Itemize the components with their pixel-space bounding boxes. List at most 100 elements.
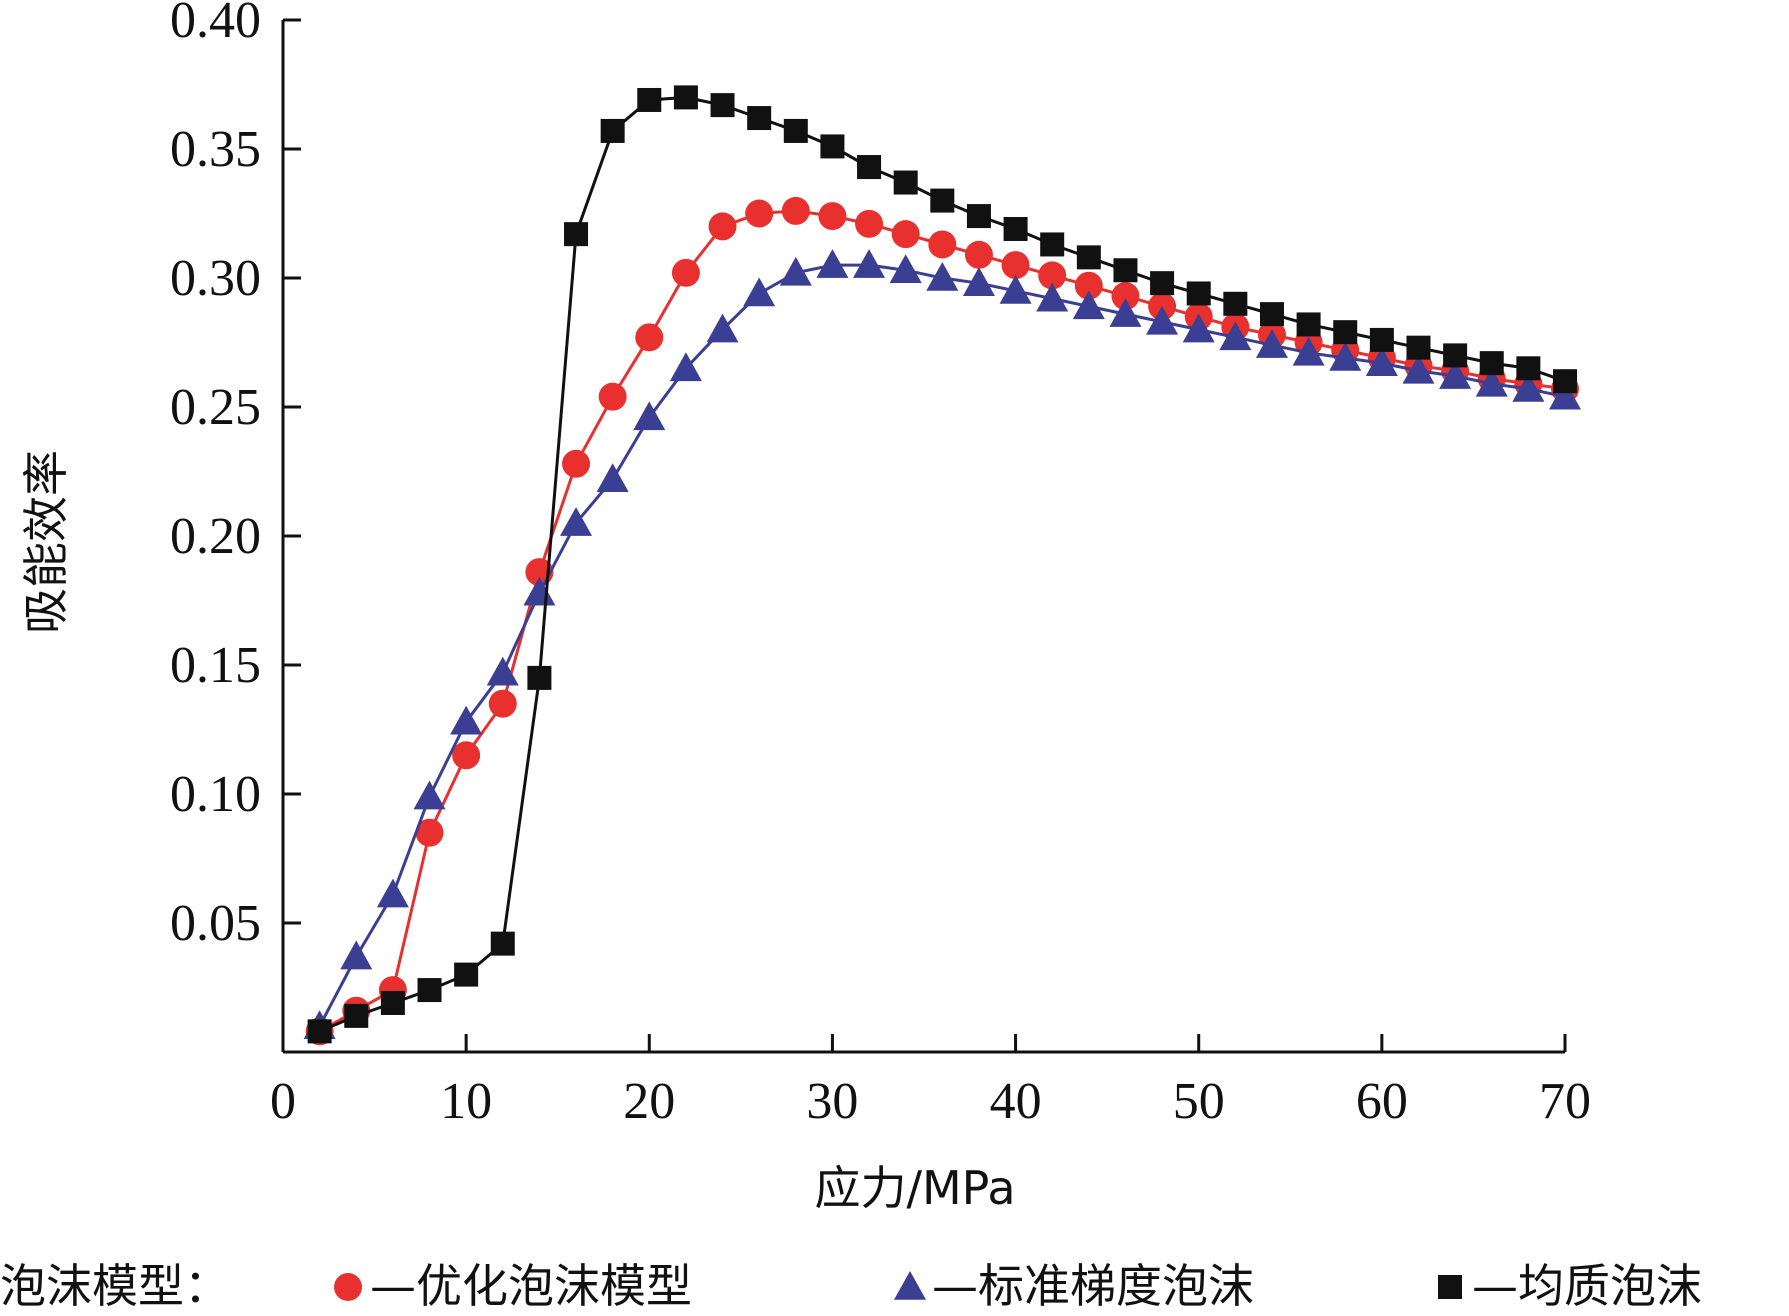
data-point	[488, 689, 517, 718]
data-point	[1369, 327, 1394, 352]
data-point	[1223, 291, 1248, 316]
legend: 泡沫模型： —优化泡沫模型 —标准梯度泡沫 —均质泡沫	[0, 1259, 1702, 1313]
data-point	[1516, 356, 1541, 381]
data-point	[745, 199, 774, 228]
y-tick-label: 0.35	[170, 121, 261, 178]
data-point	[962, 267, 995, 296]
data-point	[1296, 312, 1321, 337]
data-point	[783, 118, 808, 143]
data-point	[596, 463, 629, 493]
x-tick-label: 10	[440, 1073, 492, 1130]
series-layer	[303, 85, 1581, 1046]
data-point	[413, 780, 446, 810]
legend-marker-circle	[334, 1273, 362, 1301]
data-point	[562, 449, 591, 478]
series-triangle	[303, 249, 1581, 1039]
data-point	[669, 352, 702, 382]
legend-title: 泡沫模型：	[0, 1259, 230, 1313]
data-point	[600, 118, 625, 143]
data-point	[523, 576, 556, 606]
x-tick-label: 60	[1356, 1073, 1408, 1130]
legend-item: —优化泡沫模型	[334, 1259, 692, 1313]
data-point	[1076, 245, 1101, 270]
data-point	[635, 323, 664, 352]
data-point	[1479, 351, 1504, 376]
data-point	[928, 230, 957, 259]
data-point	[1219, 321, 1252, 351]
x-tick-label: 40	[990, 1073, 1042, 1130]
data-point	[964, 240, 993, 269]
y-tick-label: 0.05	[170, 895, 261, 952]
data-point	[1186, 281, 1211, 306]
data-point	[818, 202, 847, 231]
data-point	[490, 931, 515, 956]
data-point	[340, 940, 373, 970]
data-point	[564, 222, 589, 247]
data-point	[415, 818, 444, 847]
data-point	[1443, 343, 1468, 368]
y-tick-label: 0.30	[170, 250, 261, 307]
y-tick-label: 0.25	[170, 379, 261, 436]
data-point	[1553, 369, 1577, 394]
data-point	[855, 209, 884, 238]
data-point	[1292, 336, 1325, 366]
data-point	[1113, 258, 1138, 283]
data-point	[1074, 271, 1103, 300]
legend-label: —均质泡沫	[1472, 1259, 1702, 1313]
series-square	[307, 85, 1577, 1044]
data-point	[1150, 271, 1175, 296]
data-point	[853, 249, 886, 278]
legend-item: —标准梯度泡沫	[894, 1259, 1254, 1313]
data-point	[1402, 354, 1435, 384]
data-point	[380, 990, 405, 1015]
y-tick-label: 0.15	[170, 637, 261, 694]
data-point	[706, 313, 739, 343]
data-point	[710, 93, 735, 118]
x-tick-label: 50	[1173, 1073, 1225, 1130]
x-tick-label: 20	[623, 1073, 675, 1130]
data-point	[452, 741, 481, 770]
data-point	[1146, 305, 1179, 335]
data-point	[1182, 313, 1215, 343]
data-point	[1475, 367, 1508, 397]
data-point	[637, 87, 662, 112]
data-point	[1003, 216, 1028, 241]
data-point	[344, 1003, 369, 1028]
data-point	[376, 878, 409, 908]
data-point	[454, 962, 479, 987]
axes	[281, 20, 1565, 1054]
legend-marker-triangle	[894, 1271, 926, 1300]
data-point	[999, 274, 1032, 304]
data-point	[816, 249, 849, 278]
data-point	[891, 220, 920, 249]
legend-items: —优化泡沫模型 —标准梯度泡沫 —均质泡沫	[334, 1259, 1702, 1313]
data-point	[779, 256, 812, 286]
data-point	[307, 1019, 332, 1044]
x-axis-title: 应力/MPa	[814, 1161, 1015, 1215]
data-point	[1365, 347, 1398, 376]
data-point	[1001, 251, 1030, 280]
y-ticks: 0.05 0.10 0.15 0.20 0.25 0.30 0.35 0.40	[170, 0, 301, 952]
y-tick-label: 0.10	[170, 766, 261, 823]
data-point	[633, 401, 666, 431]
y-tick-label: 0.40	[170, 0, 261, 49]
data-point	[930, 188, 955, 213]
data-point	[1329, 341, 1362, 371]
legend-label: —优化泡沫模型	[370, 1259, 692, 1313]
data-point	[1109, 298, 1142, 327]
data-point	[1072, 290, 1105, 320]
data-point	[1549, 380, 1581, 410]
data-point	[1512, 372, 1545, 402]
legend-label: —标准梯度泡沫	[932, 1259, 1254, 1313]
data-point	[1038, 261, 1067, 290]
legend-item: —均质泡沫	[1438, 1259, 1702, 1313]
data-point	[889, 254, 922, 284]
data-point	[450, 705, 483, 735]
data-point	[560, 507, 593, 536]
data-point	[747, 106, 772, 131]
data-point	[1111, 282, 1140, 311]
data-point	[743, 277, 776, 307]
y-tick-label: 0.20	[170, 508, 261, 565]
data-point	[1036, 282, 1069, 312]
